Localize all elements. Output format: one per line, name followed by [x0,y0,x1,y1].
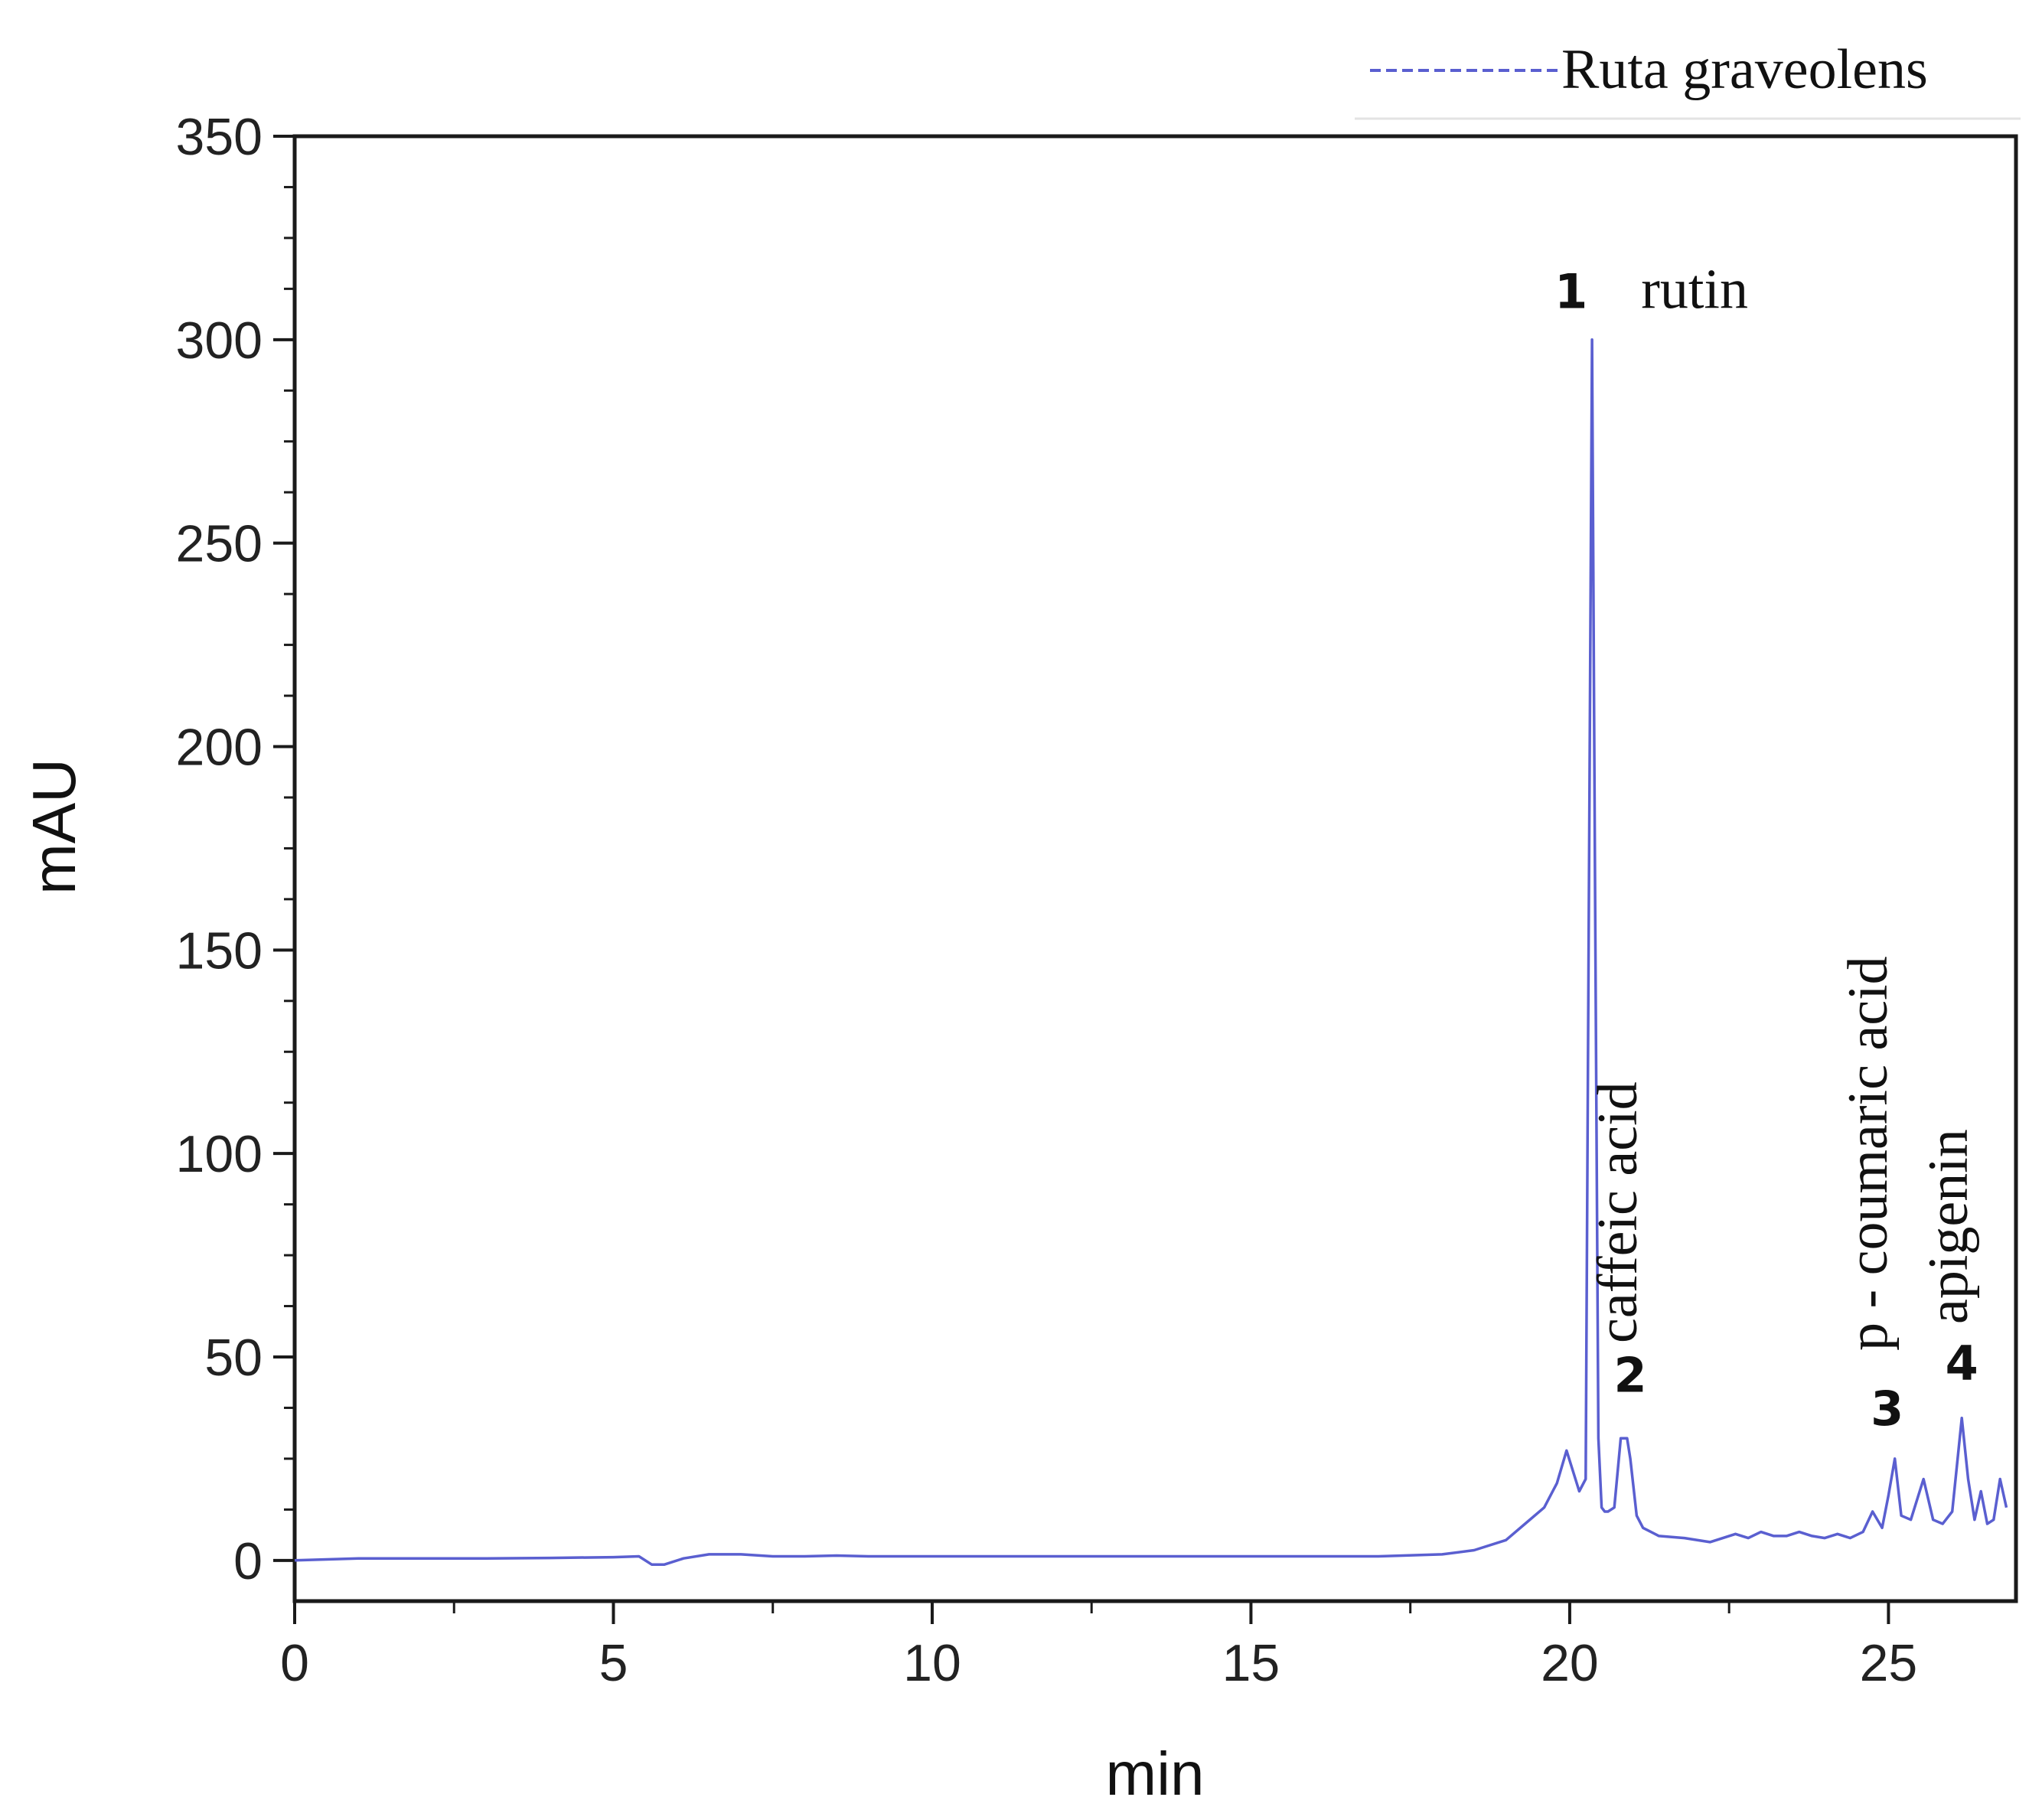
y-tick-label: 0 [233,1532,263,1590]
peak-name: p - coumaric acid [1837,956,1900,1351]
plot-frame [292,134,2018,1603]
y-tick-label: 250 [176,515,263,573]
legend-label: Ruta graveolens [1561,38,1928,101]
x-tick-label: 20 [1541,1634,1599,1692]
peak-number: 3 [1871,1381,1903,1437]
x-tick-label: 0 [280,1634,309,1692]
legend: Ruta graveolens [1355,38,2021,120]
y-tick-label: 100 [176,1125,263,1183]
y-tick-label: 50 [204,1329,263,1387]
y-tick-label: 300 [176,311,263,370]
x-axis-title: min [1106,1740,1205,1808]
x-tick-label: 15 [1222,1634,1280,1692]
y-tick-label: 150 [176,921,263,980]
peak-name: caffeic acid [1587,1081,1649,1343]
series-line [294,338,2008,1566]
y-axis: 0 50 100 150 200 250 300 350 [176,108,295,1590]
peak-name: rutin [1641,259,1748,321]
x-tick-label: 10 [903,1634,961,1692]
x-tick-label: 25 [1860,1634,1918,1692]
y-tick-label: 200 [176,719,263,777]
peak-number: 4 [1946,1336,1978,1391]
peak-number: 2 [1613,1348,1646,1404]
y-axis-title: mAU [20,758,88,895]
x-axis: 0 5 10 15 20 25 [280,1601,1917,1692]
y-tick-label: 350 [176,108,263,166]
peak-name: apigenin [1917,1129,1980,1324]
x-tick-label: 5 [599,1634,628,1692]
peak-number: 1 [1554,264,1587,320]
